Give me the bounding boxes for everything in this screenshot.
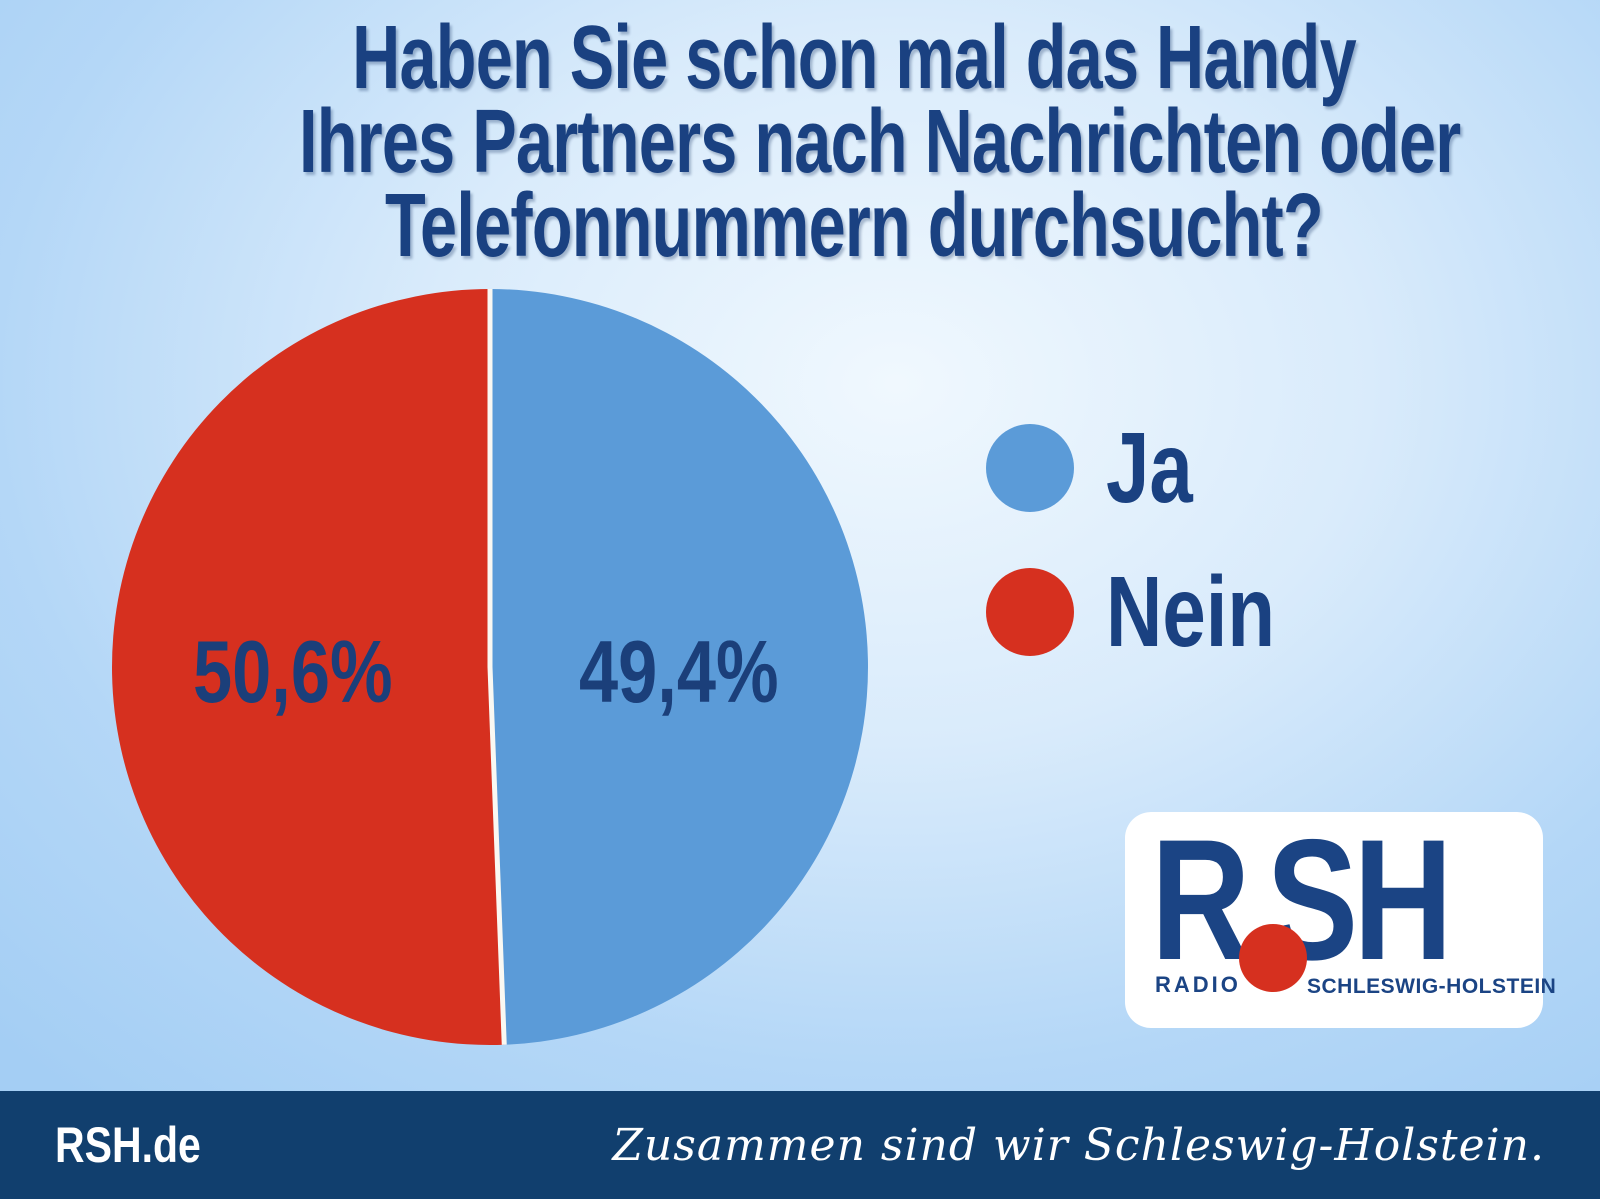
footer-slogan: Zusammen sind wir Schleswig-Holstein. [612,1119,1545,1171]
chart-title: Haben Sie schon mal das Handy Ihres Part… [104,8,1600,276]
legend-dot-nein-icon [986,568,1074,656]
pie-slice-label-nein: 50,6% [193,622,393,721]
pie-slice-label-ja: 49,4% [579,622,779,721]
rsh-logo-dot-icon [1239,924,1307,992]
chart-title-line-2: Ihres Partners nach Nachrichten oder [299,92,1461,192]
legend: Ja Nein [986,412,1323,668]
chart-title-line-3: Telefonnummern durchsucht? [385,176,1324,276]
legend-item-nein: Nein [986,556,1323,668]
rsh-logo-radio-text: RADIO [1155,972,1241,997]
rsh-logo-region-text: SCHLESWIG-HOLSTEIN [1307,975,1557,998]
rsh-logo: R SH RADIO SCHLESWIG-HOLSTEIN [1125,804,1556,1028]
pie-slice-ja [490,289,869,1045]
legend-label-ja: Ja [1106,412,1193,524]
pie-divider-line [487,289,507,1045]
legend-dot-ja-icon [986,424,1074,512]
chart-title-line-1: Haben Sie schon mal das Handy [352,8,1356,108]
footer-bar: RSH.de Zusammen sind wir Schleswig-Holst… [0,1091,1600,1199]
legend-item-ja: Ja [986,412,1323,524]
legend-label-nein: Nein [1106,556,1276,668]
pie-slice-nein [112,289,505,1045]
rsh-logo-letters: R SH [1151,804,1453,996]
footer-site-url: RSH.de [55,1117,201,1173]
